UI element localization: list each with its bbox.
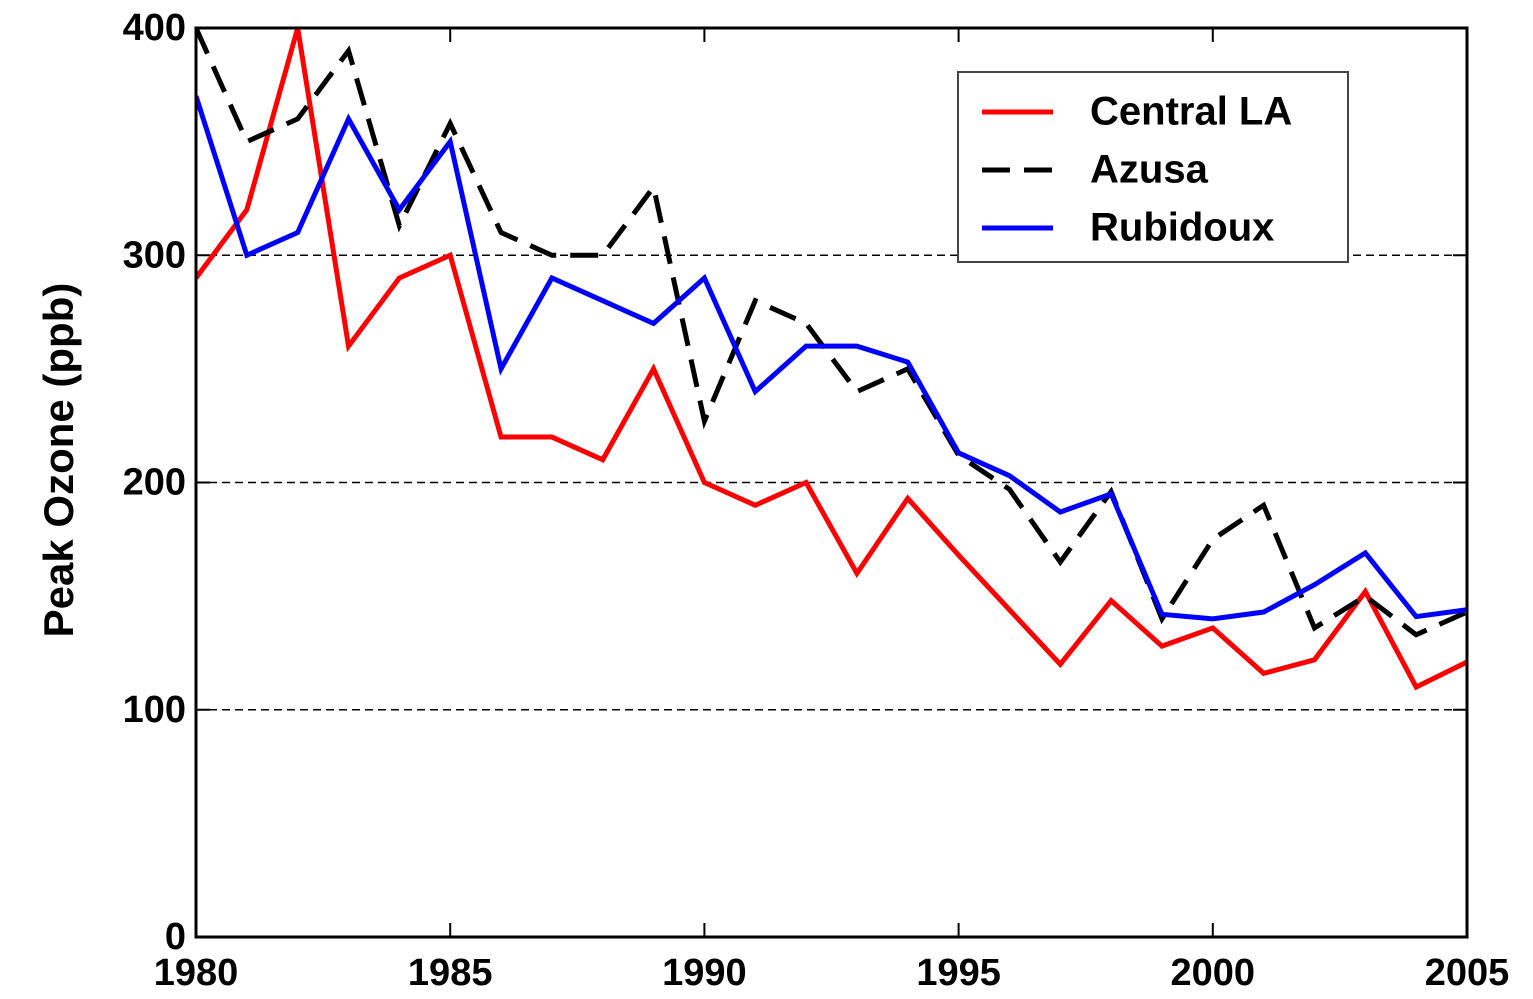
y-axis-label: Peak Ozone (ppb) (35, 283, 82, 638)
y-tick-label: 100 (123, 689, 186, 731)
series-line (196, 26, 1467, 638)
y-tick-label: 300 (123, 234, 186, 276)
x-tick-label: 2005 (1425, 952, 1510, 994)
y-tick-label: 400 (123, 7, 186, 49)
legend-label: Central LA (1090, 90, 1292, 134)
y-tick-label: 0 (165, 916, 186, 958)
series-line (196, 95, 1467, 622)
y-tick-label: 200 (123, 462, 186, 504)
legend-label: Azusa (1090, 148, 1209, 192)
plot-frame (194, 26, 1469, 939)
x-tick-label: 2000 (1171, 952, 1256, 994)
legend-label: Rubidoux (1090, 206, 1274, 250)
x-tick-label: 1980 (154, 952, 239, 994)
x-tick-label: 1990 (662, 952, 747, 994)
x-tick-label: 1985 (408, 952, 493, 994)
series-line (196, 27, 1467, 691)
x-tick-label: 1995 (916, 952, 1001, 994)
